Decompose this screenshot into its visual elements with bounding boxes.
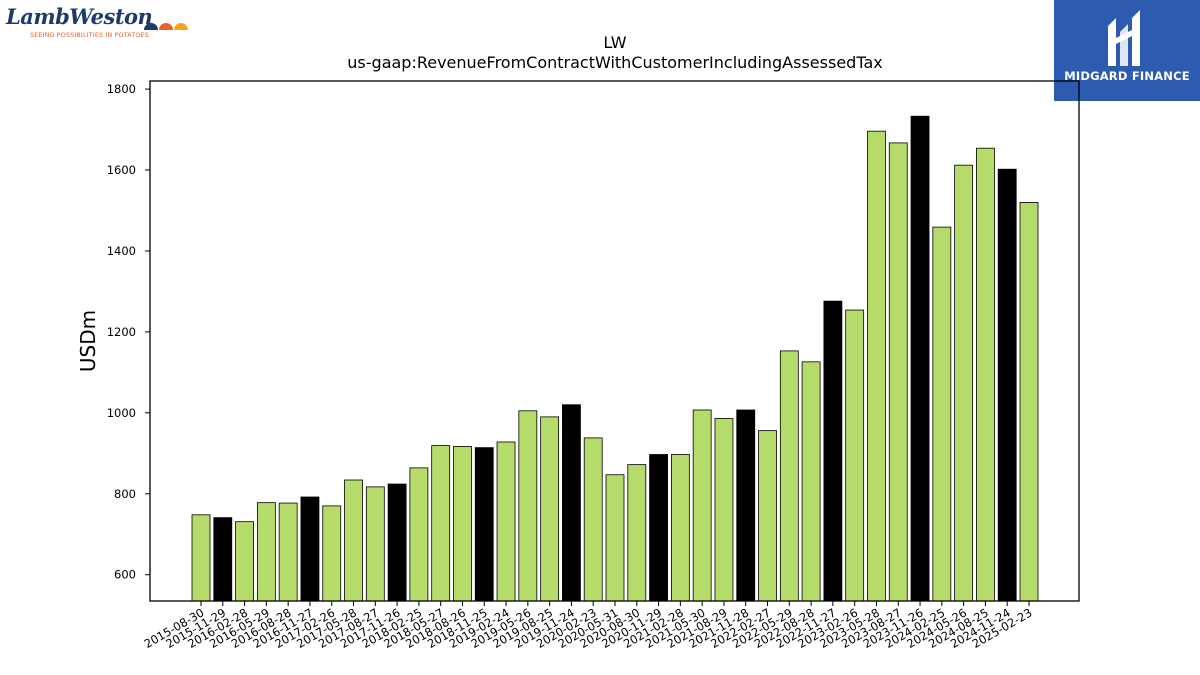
- bar-2021-02-28: [670, 454, 690, 602]
- bar-2024-11-24: [997, 168, 1017, 602]
- bar-2016-02-28: [235, 521, 254, 602]
- bar-2022-08-28: [801, 361, 821, 602]
- y-tick-label: 1200: [107, 325, 136, 339]
- bar-2018-02-25: [409, 467, 429, 602]
- bar-2018-08-26: [453, 446, 472, 602]
- bar-2024-05-26: [954, 164, 974, 602]
- bar-2020-02-23: [583, 437, 603, 602]
- y-axis-label: USDm: [76, 310, 100, 372]
- bar-2015-08-30: [191, 514, 211, 602]
- bar-2016-11-27: [300, 496, 320, 602]
- midgard-finance-logo: MIDGARD FINANCE: [1054, 0, 1200, 101]
- bar-2021-11-28: [736, 409, 756, 602]
- bar-2023-05-28: [867, 130, 886, 602]
- bar-2021-05-30: [692, 409, 712, 602]
- chart-title: LW: [603, 33, 626, 52]
- bar-2023-08-27: [888, 142, 908, 602]
- bar-2024-08-25: [976, 147, 995, 602]
- y-axis: 600 800 1000 1200 1400 1600 1800: [107, 82, 150, 582]
- bar-2020-11-29: [649, 454, 668, 602]
- plot-frame: [149, 80, 1080, 602]
- bar-2019-05-26: [518, 410, 538, 602]
- bar-2017-05-28: [344, 479, 363, 602]
- bar-2017-11-26: [387, 483, 407, 602]
- y-tick-label: 1600: [107, 163, 136, 177]
- y-tick-label: 800: [114, 487, 136, 501]
- bar-2023-11-26: [910, 115, 930, 602]
- bar-2019-02-24: [496, 441, 516, 602]
- bar-2022-02-27: [758, 430, 777, 602]
- y-tick-label: 600: [114, 568, 136, 582]
- bar-2017-02-26: [322, 505, 342, 602]
- bar-2025-02-23: [1019, 201, 1039, 602]
- bar-2020-08-30: [627, 464, 647, 602]
- bar-2024-02-25: [932, 226, 952, 602]
- lambweston-logo: LambWeston SEEING POSSIBILITIES IN POTAT…: [6, 4, 196, 44]
- bar-2018-05-27: [431, 445, 451, 602]
- midgard-mark-icon: [1108, 10, 1140, 66]
- bar-2019-08-25: [540, 416, 560, 602]
- lambweston-dots-icon: [144, 23, 188, 30]
- bar-2016-08-28: [278, 502, 298, 602]
- bar-series: [191, 115, 1039, 602]
- midgard-brand-name: MIDGARD FINANCE: [1064, 69, 1190, 83]
- bar-2017-08-27: [365, 486, 385, 602]
- bar-2015-11-29: [213, 517, 233, 602]
- bar-2018-11-25: [474, 447, 494, 602]
- bar-2021-08-29: [714, 418, 734, 602]
- lambweston-wordmark: LambWeston: [6, 4, 153, 29]
- bar-2023-02-26: [845, 309, 865, 602]
- bar-2020-05-31: [605, 474, 625, 602]
- chart-subtitle: us-gaap:RevenueFromContractWithCustomerI…: [347, 53, 882, 72]
- bar-2022-05-29: [779, 350, 799, 602]
- x-axis: 2015-08-302015-11-292016-02-282016-05-29…: [142, 601, 1035, 651]
- bar-2022-11-27: [823, 300, 843, 602]
- y-tick-label: 1800: [107, 82, 136, 96]
- y-tick-label: 1400: [107, 244, 136, 258]
- lambweston-tagline: SEEING POSSIBILITIES IN POTATOES: [30, 32, 149, 39]
- bar-2016-05-29: [256, 502, 276, 602]
- bar-2019-11-24: [562, 404, 581, 602]
- y-tick-label: 1000: [107, 406, 136, 420]
